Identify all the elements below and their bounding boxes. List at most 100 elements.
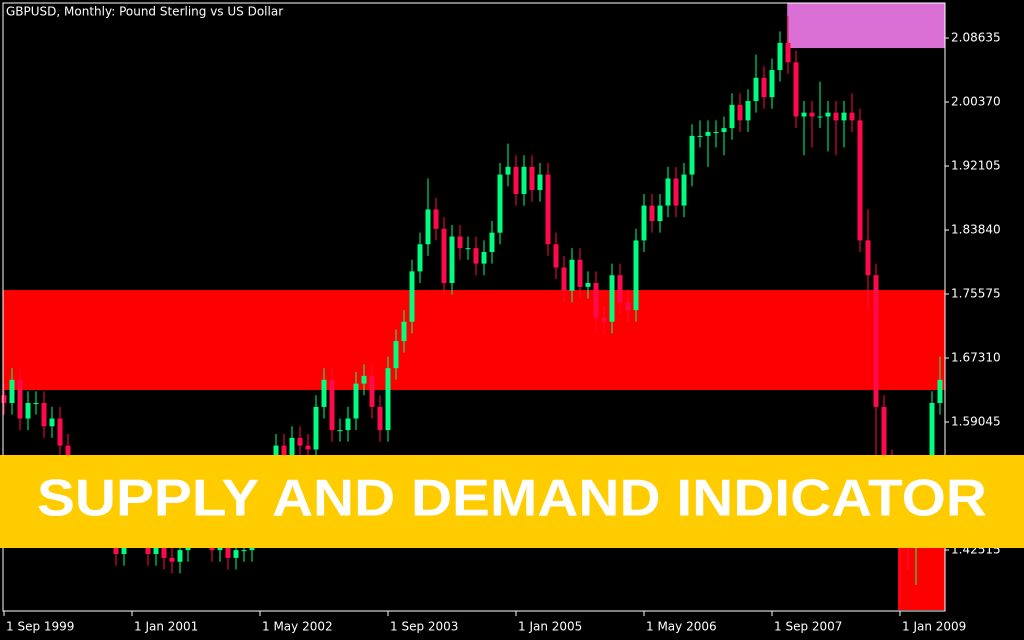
candle-body [505, 166, 511, 175]
candle-body [729, 104, 735, 129]
candle-body [361, 375, 367, 384]
candle-body [393, 341, 399, 369]
candle-body [321, 379, 327, 407]
candle-body [425, 209, 431, 245]
candle-body [785, 42, 791, 63]
candle-body [697, 135, 703, 137]
candle-body [481, 252, 487, 264]
banner [0, 455, 1024, 548]
candle-body [1, 395, 7, 404]
candle-body [713, 132, 719, 134]
candle-body [825, 112, 831, 117]
candle-body [609, 275, 615, 322]
x-tick-label: 1 Sep 2007 [774, 620, 842, 634]
candle-body [9, 379, 15, 404]
candle-body [681, 174, 687, 206]
candle-body [601, 317, 607, 322]
y-tick-label: 1.83840 [951, 223, 1001, 237]
candle-body [313, 406, 319, 450]
axes: 2.08635 2.00370 1.92105 1.83840 1.75575 1.673… [3, 31, 1001, 634]
candle-body [633, 240, 639, 311]
candle-body [745, 101, 751, 121]
candle-body [721, 128, 727, 133]
candle-body [169, 557, 175, 562]
x-tick-label: 1 Jan 2009 [902, 620, 966, 634]
candle-body [705, 132, 711, 136]
candle-body [849, 112, 855, 121]
x-tick-label: 1 Sep 2003 [390, 620, 458, 634]
candle-body [433, 209, 439, 229]
y-tick-label: 1.75575 [951, 287, 1001, 301]
banner-text: SUPPLY AND DEMAND INDICATOR [37, 470, 987, 528]
x-tick-label: 1 Jan 2001 [134, 620, 198, 634]
candle-body [649, 205, 655, 222]
candle-body [161, 546, 167, 558]
chart-title: GBPUSD, Monthly: Pound Sterling vs US Do… [6, 5, 283, 19]
candle-body [25, 403, 31, 419]
y-tick-label: 2.00370 [951, 95, 1001, 109]
candle-body [417, 244, 423, 272]
candle-body [489, 232, 495, 253]
candle-body [153, 546, 159, 555]
x-tick-label: 1 Jan 2005 [518, 620, 582, 634]
zone [3, 290, 945, 391]
candle-body [497, 174, 503, 233]
candle-body [337, 430, 343, 432]
candle-body [657, 205, 663, 222]
candle-body [305, 445, 311, 450]
candle-body [297, 437, 303, 446]
candle-body [17, 379, 23, 419]
candle-body [777, 42, 783, 71]
candle-body [561, 267, 567, 291]
zone [787, 3, 945, 49]
candle-body [689, 135, 695, 175]
candle-body [761, 77, 767, 98]
candle-body [329, 379, 335, 431]
plot-frame [2, 2, 946, 612]
candle-body [873, 275, 879, 407]
candle-body [377, 406, 383, 431]
candle-body [545, 174, 551, 245]
candle-body [369, 375, 375, 407]
candle-body [473, 248, 479, 264]
candle-body [937, 379, 943, 404]
candle-body [281, 445, 287, 462]
candle-body [177, 550, 183, 562]
candle-body [49, 418, 55, 427]
candle-body [233, 550, 239, 558]
candle-body [465, 248, 471, 250]
candle-body [521, 166, 527, 194]
candle-body [881, 406, 887, 462]
candle-body [641, 205, 647, 241]
candle-body [753, 77, 759, 102]
candle-body [809, 112, 815, 117]
candle-body [665, 178, 671, 206]
candle-body [441, 228, 447, 283]
x-tick-label: 1 Sep 1999 [6, 620, 74, 634]
candle-body [841, 112, 847, 121]
candle-body [569, 259, 575, 291]
candle-body [865, 240, 871, 276]
candle-body [529, 166, 535, 191]
candle-body [401, 321, 407, 342]
candle-body [817, 116, 823, 118]
candle-body [857, 120, 863, 241]
candle-body [449, 236, 455, 283]
candle-body [353, 383, 359, 419]
candle-body [513, 166, 519, 194]
candle-body [553, 244, 559, 268]
candle-body [385, 368, 391, 431]
candle-body [409, 271, 415, 322]
candle-body [585, 282, 591, 287]
candle-body [793, 62, 799, 117]
candle-body [345, 418, 351, 431]
candle-body [289, 437, 295, 462]
candle-body [33, 403, 39, 405]
x-tick-label: 1 May 2002 [262, 620, 333, 634]
candle-body [537, 174, 543, 191]
y-tick-label: 1.59045 [951, 415, 1001, 429]
candle-body [617, 275, 623, 303]
y-tick-label: 1.92105 [951, 159, 1001, 173]
candle-body [769, 70, 775, 98]
